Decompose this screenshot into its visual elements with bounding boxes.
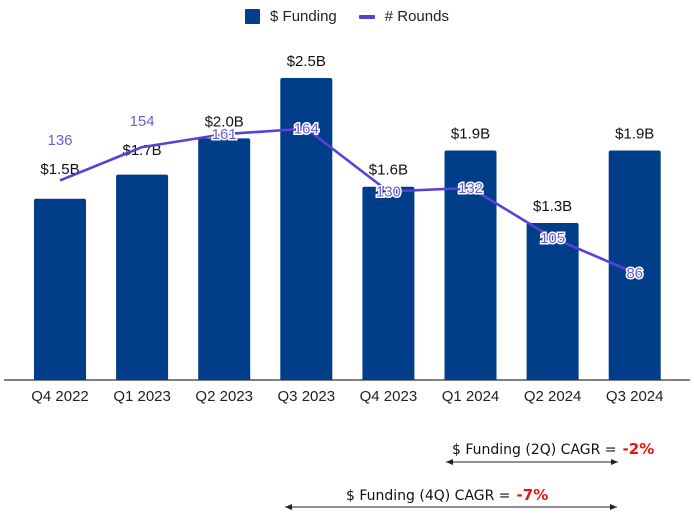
x-tick-label: Q4 2023 [360, 388, 418, 405]
rounds-data-label: 154 [130, 113, 155, 130]
funding-data-label: $1.6B [369, 162, 408, 179]
rounds-line [59, 127, 636, 275]
cagr-4q-arrow-head-right [610, 504, 617, 510]
funding-bar [198, 138, 251, 380]
x-tick-label: Q2 2024 [524, 388, 582, 405]
funding-bar [280, 78, 333, 380]
funding-bar [116, 174, 169, 380]
funding-data-label: $2.0B [205, 113, 244, 130]
rounds-data-label: 132 [458, 180, 483, 197]
x-tick-label: Q3 2024 [606, 388, 664, 405]
legend: $ Funding # Rounds [0, 8, 694, 25]
funding-data-label: $1.9B [615, 125, 654, 142]
funding-data-label: $1.5B [40, 161, 79, 178]
legend-label-funding: $ Funding [270, 8, 337, 25]
cagr-4q-value: -7% [516, 486, 549, 504]
funding-data-label: $2.5B [287, 53, 326, 70]
rounds-data-label: 164 [294, 121, 319, 138]
x-axis: Q4 2022 Q1 2023 Q2 2023 Q3 2023 Q4 2023 Q1 20… [4, 379, 690, 405]
funding-bar [608, 150, 661, 380]
x-tick-label: Q1 2024 [442, 388, 500, 405]
cagr-arrows [285, 459, 618, 510]
funding-swatch-icon [245, 9, 261, 24]
bars-layer [34, 78, 661, 380]
rounds-data-label: 136 [47, 132, 72, 149]
cagr-2q-arrow-head-right [611, 459, 618, 465]
x-tick-label: Q1 2023 [113, 388, 171, 405]
x-tick-label: Q2 2023 [195, 388, 253, 405]
rounds-data-label: 161 [212, 126, 237, 143]
funding-bar [362, 186, 415, 380]
cagr-4q-arrow-head-left [285, 504, 292, 510]
funding-bar [34, 198, 86, 380]
cagr-2q-value: -2% [622, 440, 655, 458]
legend-item-funding[interactable]: $ Funding [245, 8, 337, 25]
funding-data-label: $1.3B [533, 198, 572, 215]
legend-label-rounds: # Rounds [384, 8, 449, 25]
cagr-4q-text: $ Funding (4Q) CAGR = [346, 488, 511, 504]
rounds-swatch-icon [358, 14, 375, 19]
rounds-data-label: 86 [626, 265, 643, 282]
rounds-data-label: 130 [376, 184, 401, 201]
line-layer: 136 154 161 164 130 132 105 86 [46, 112, 645, 284]
funding-bar [444, 150, 497, 380]
x-tick-label: Q3 2023 [278, 388, 336, 405]
cagr-2q-text: $ Funding (2Q) CAGR = [452, 442, 617, 458]
funding-bar [526, 222, 579, 380]
cagr-2q-arrow-head-left [446, 459, 453, 465]
cagr-2q-annotation: $ Funding (2Q) CAGR = -2% [452, 440, 654, 458]
funding-data-label: $1.9B [451, 125, 490, 142]
cagr-4q-annotation: $ Funding (4Q) CAGR = -7% [346, 486, 548, 504]
rounds-data-label: 105 [540, 230, 565, 247]
x-tick-label: Q4 2022 [31, 388, 89, 405]
legend-item-rounds[interactable]: # Rounds [358, 8, 449, 25]
